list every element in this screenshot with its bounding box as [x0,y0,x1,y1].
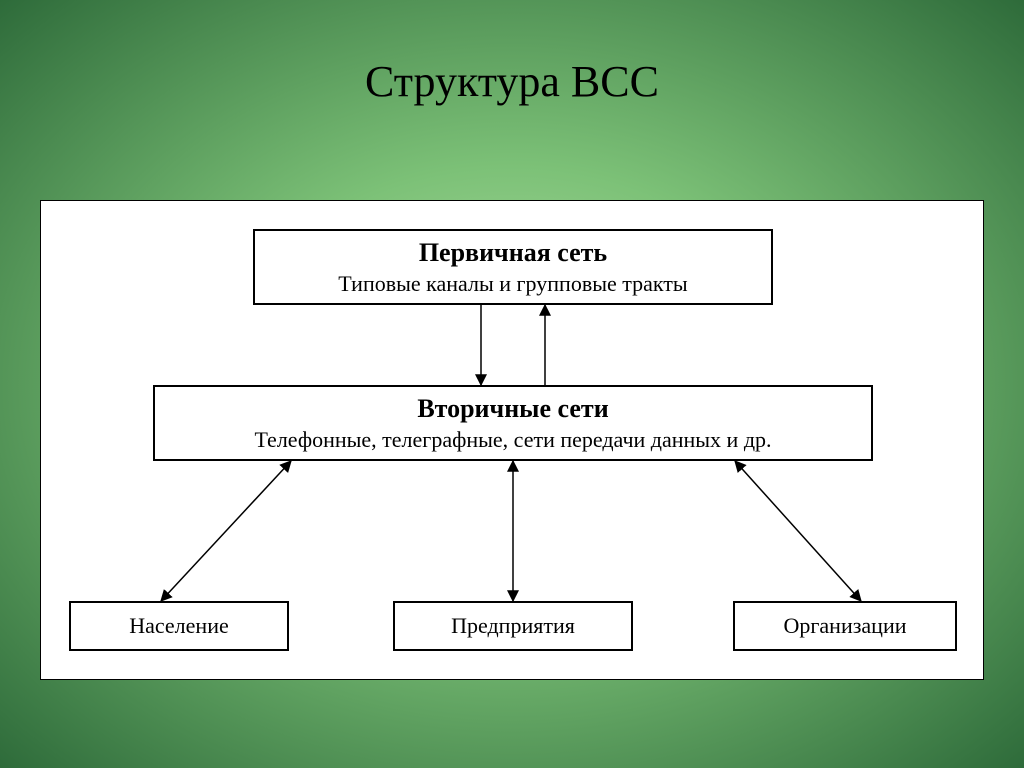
slide: Структура ВСС Первичная сеть Типовые кан… [0,0,1024,768]
node-organizations: Организации [733,601,957,651]
node-enterprises: Предприятия [393,601,633,651]
node-primary: Первичная сеть Типовые каналы и групповы… [253,229,773,305]
node-secondary-subtitle: Телефонные, телеграфные, сети передачи д… [254,426,771,454]
slide-title: Структура ВСС [0,56,1024,107]
node-enterprises-label: Предприятия [451,612,575,640]
diagram-canvas: Первичная сеть Типовые каналы и групповы… [40,200,984,680]
node-organizations-label: Организации [784,612,907,640]
node-primary-title: Первичная сеть [419,237,607,270]
node-secondary: Вторичные сети Телефонные, телеграфные, … [153,385,873,461]
node-population: Население [69,601,289,651]
node-population-label: Население [129,612,229,640]
node-primary-subtitle: Типовые каналы и групповые тракты [338,270,687,298]
node-secondary-title: Вторичные сети [417,393,608,426]
